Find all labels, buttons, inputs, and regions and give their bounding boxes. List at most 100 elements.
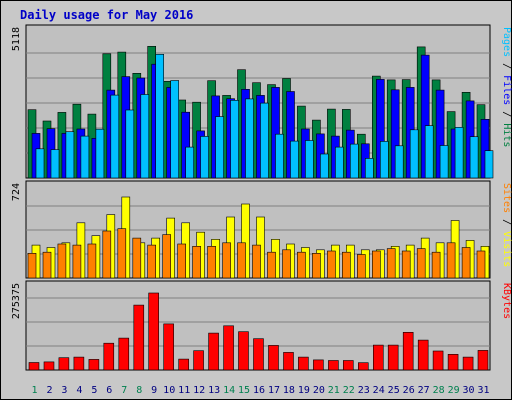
bar-sites-day-3: [57, 243, 67, 279]
bar-pages-day-7: [125, 109, 135, 179]
bar-kbytes-day-17: [268, 345, 279, 371]
x-tick-label: 9: [151, 385, 157, 396]
x-tick-label: 20: [313, 385, 325, 396]
bar-sites-day-22: [341, 251, 351, 279]
bar-pages-day-8: [140, 94, 150, 179]
chart-panels: 5118 Pages / Files / Hits 724 Sites / Visit…: [11, 24, 512, 371]
y-max-label: 275375: [11, 283, 22, 319]
bar-sites-day-19: [297, 251, 306, 279]
bar-kbytes-day-1: [28, 362, 40, 371]
bar-sites-day-5: [87, 243, 97, 279]
x-tick-label: 19: [298, 385, 310, 396]
bar-pages-day-15: [245, 98, 254, 179]
legend-entry: Files: [501, 75, 512, 105]
x-tick-label: 5: [91, 385, 97, 396]
bar-kbytes-day-12: [193, 350, 204, 371]
chart-title: Daily usage for May 2016: [20, 8, 193, 22]
bar-sites-day-20: [312, 253, 321, 279]
x-tick-label: 31: [477, 385, 489, 396]
bar-kbytes-day-15: [238, 331, 249, 371]
x-tick-label: 24: [373, 385, 385, 396]
bar-sites-day-16: [252, 244, 261, 279]
bar-sites-day-30: [461, 247, 471, 279]
bar-kbytes-day-28: [432, 350, 444, 371]
bar-pages-day-1: [35, 148, 45, 179]
bar-sites-day-15: [237, 242, 246, 279]
bar-sites-day-12: [192, 246, 201, 279]
x-tick-label: 27: [418, 385, 430, 396]
bar-sites-day-11: [177, 243, 186, 279]
x-tick-label: 10: [163, 385, 175, 396]
bar-pages-day-17: [275, 133, 284, 179]
bar-sites-day-4: [72, 244, 82, 279]
bar-pages-day-16: [260, 102, 269, 179]
panel-legend: Pages / Files / Hits: [501, 27, 512, 147]
x-tick-label: 21: [328, 385, 340, 396]
bar-sites-day-13: [207, 246, 216, 279]
series-pages: [35, 53, 494, 179]
bar-sites-day-2: [42, 251, 52, 279]
bar-pages-day-22: [349, 143, 359, 179]
bar-sites-day-29: [446, 242, 456, 279]
legend-entry: KBytes: [501, 283, 512, 319]
x-tick-label: 17: [268, 385, 280, 396]
bar-sites-day-9: [147, 244, 156, 279]
x-tick-label: 12: [193, 385, 205, 396]
bar-pages-day-24: [379, 141, 389, 179]
bar-sites-day-7: [117, 228, 127, 279]
x-tick-label: 13: [208, 385, 220, 396]
bar-kbytes-day-4: [73, 356, 85, 371]
bar-kbytes-day-18: [283, 352, 294, 371]
x-tick-label: 7: [121, 385, 127, 396]
bar-kbytes-day-19: [298, 356, 309, 371]
bar-kbytes-day-30: [462, 356, 474, 371]
bar-pages-day-19: [305, 140, 314, 179]
bar-kbytes-day-13: [208, 332, 219, 371]
bar-kbytes-day-3: [58, 357, 70, 371]
x-tick-label: 3: [61, 385, 67, 396]
x-tick-label: 28: [433, 385, 445, 396]
bar-pages-day-4: [80, 135, 90, 179]
bar-pages-day-20: [320, 153, 329, 179]
bar-kbytes-day-16: [253, 338, 264, 371]
x-tick-label: 4: [76, 385, 82, 396]
panel-legend: KBytes: [501, 283, 512, 319]
bar-kbytes-day-21: [328, 360, 339, 371]
bar-pages-day-14: [230, 100, 239, 179]
bar-pages-day-10: [170, 80, 179, 179]
bar-kbytes-day-26: [402, 331, 414, 371]
bar-sites-day-23: [356, 254, 366, 279]
x-tick-label: 15: [238, 385, 250, 396]
bar-pages-day-6: [110, 94, 120, 179]
bar-pages-day-23: [364, 158, 374, 179]
bar-kbytes-day-23: [357, 362, 369, 371]
bar-kbytes-day-11: [178, 358, 189, 371]
x-tick-label: 23: [358, 385, 370, 396]
bar-sites-day-8: [132, 237, 142, 279]
x-tick-label: 8: [136, 385, 142, 396]
panel-kbytes: 275375 KBytes: [11, 280, 512, 371]
panel-hits-files-pages: 5118 Pages / Files / Hits: [11, 24, 512, 179]
x-tick-label: 22: [343, 385, 355, 396]
bar-pages-day-25: [394, 145, 404, 179]
panel-visits-sites: 724 Sites / Visits: [11, 180, 512, 279]
x-tick-label: 6: [106, 385, 112, 396]
bar-pages-day-26: [409, 129, 419, 179]
bar-pages-day-21: [335, 146, 344, 179]
x-tick-label: 11: [178, 385, 190, 396]
bar-sites-day-1: [27, 253, 37, 279]
bar-sites-day-26: [401, 250, 411, 279]
bar-kbytes-day-7: [118, 337, 130, 371]
y-max-label: 724: [11, 183, 22, 201]
legend-entry: /: [501, 213, 512, 231]
bar-sites-day-27: [416, 248, 426, 279]
bar-sites-day-31: [476, 250, 486, 279]
legend-entry: /: [501, 105, 512, 123]
bar-pages-day-30: [469, 136, 479, 179]
legend-entry: Pages: [501, 27, 512, 57]
series-sites: [27, 228, 486, 279]
bar-sites-day-17: [267, 251, 276, 279]
bar-pages-day-12: [200, 136, 209, 179]
